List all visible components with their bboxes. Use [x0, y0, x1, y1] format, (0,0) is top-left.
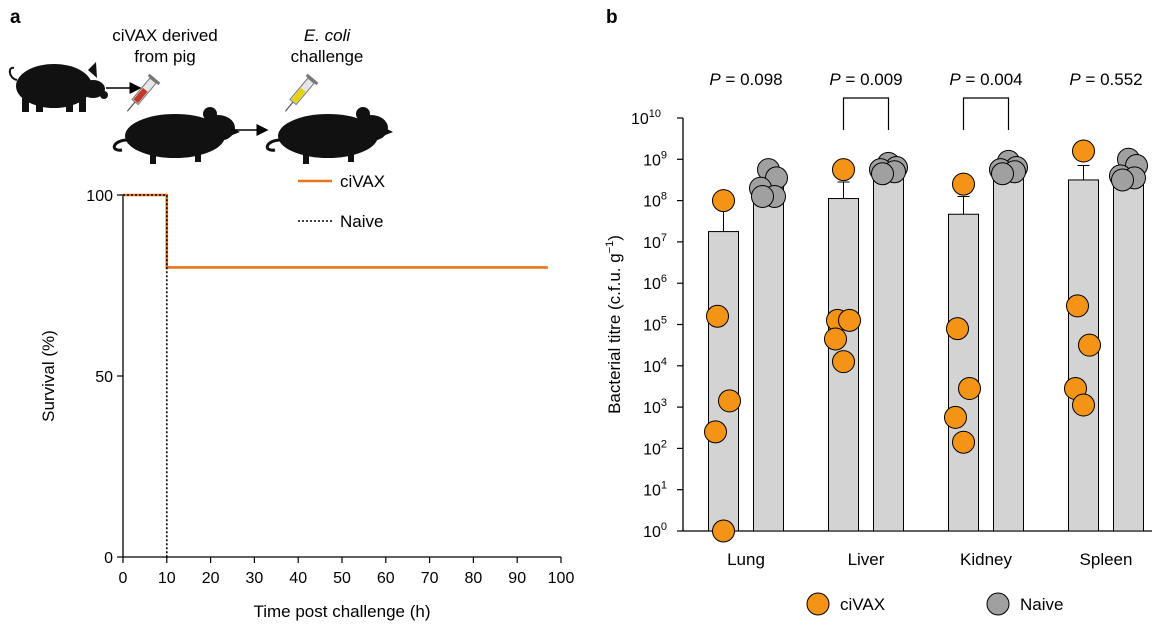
data-point-civax — [838, 308, 861, 332]
bar-civax — [708, 231, 739, 532]
schematic-step2-line2: challenge — [291, 47, 364, 66]
data-point-civax — [1078, 333, 1101, 357]
data-point-civax — [832, 158, 855, 182]
legend-label-naive: Naive — [1020, 595, 1063, 614]
x-tick-label: 60 — [377, 570, 395, 587]
y-tick-label: 104 — [643, 356, 667, 376]
y-tick-label: 109 — [643, 149, 667, 169]
x-axis-label: Time post challenge (h) — [253, 602, 430, 621]
y-tick-label: 105 — [643, 315, 667, 335]
data-point-civax — [958, 377, 981, 401]
y-tick-label: 108 — [643, 191, 667, 211]
y-tick-label: 107 — [643, 232, 667, 252]
mouse-icon — [265, 107, 393, 164]
bar-naive — [1113, 169, 1144, 532]
y-tick-label: 103 — [643, 397, 667, 417]
x-tick-label: 40 — [289, 570, 307, 587]
category-label: Spleen — [1080, 550, 1133, 569]
x-tick-label: 100 — [548, 570, 575, 587]
syringe-yellow-icon — [284, 73, 319, 112]
y-axis-label: Survival (%) — [39, 330, 58, 422]
significance-bracket — [962, 97, 1010, 130]
data-point-civax — [952, 172, 975, 196]
series-line-civax — [123, 193, 548, 269]
significance-bracket — [842, 97, 890, 130]
schematic-step1-line2: from pig — [134, 47, 195, 66]
schematic-step1-line1: ciVAX derived — [112, 26, 218, 45]
series-line-naive — [123, 194, 168, 557]
panel-a-letter: a — [10, 7, 21, 28]
data-point-civax — [712, 519, 735, 543]
y-tick-label: 50 — [95, 369, 113, 386]
x-tick-label: 30 — [246, 570, 264, 587]
data-point-civax — [704, 420, 727, 444]
x-tick-label: 20 — [202, 570, 220, 587]
panel-b-letter: b — [606, 7, 618, 28]
data-point-civax — [718, 389, 741, 413]
syringe-red-icon — [126, 73, 161, 112]
bar-naive — [873, 164, 904, 532]
y-tick-label: 1010 — [631, 108, 661, 128]
x-tick-label: 50 — [333, 570, 351, 587]
x-tick-label: 70 — [421, 570, 439, 587]
y-tick-label: 0 — [104, 550, 113, 567]
bar-civax — [948, 213, 979, 532]
data-point-naive — [991, 162, 1014, 186]
pvalue-label: P = 0.098 — [709, 70, 782, 89]
bar-naive — [993, 167, 1024, 532]
legend-swatch-civax — [806, 592, 830, 616]
legend-label-naive: Naive — [340, 212, 383, 231]
schematic-step2-line1: E. coli — [304, 26, 352, 45]
data-point-civax — [832, 350, 855, 374]
data-point-civax — [706, 304, 729, 328]
x-tick-label: 0 — [119, 570, 128, 587]
y-tick-label: 101 — [643, 480, 667, 500]
legend-label-civax: ciVAX — [840, 595, 885, 614]
y-axis-label: Bacterial titre (c.f.u. g−1) — [604, 235, 624, 414]
category-label: Lung — [727, 550, 765, 569]
data-point-civax — [944, 405, 967, 429]
data-point-civax — [1072, 139, 1095, 163]
data-point-civax — [824, 327, 847, 351]
x-tick-label: 90 — [508, 570, 526, 587]
data-point-civax — [952, 430, 975, 454]
pvalue-label: P = 0.009 — [829, 70, 902, 89]
data-point-naive — [1111, 168, 1134, 192]
pvalue-label: P = 0.552 — [1069, 70, 1142, 89]
x-tick-label: 10 — [158, 570, 176, 587]
pig-icon — [8, 62, 108, 112]
category-label: Liver — [848, 550, 885, 569]
data-point-civax — [712, 189, 735, 213]
bar-naive — [753, 179, 784, 532]
pvalue-label: P = 0.004 — [949, 70, 1022, 89]
mouse-icon — [112, 107, 240, 164]
data-point-civax — [946, 317, 969, 341]
legend-label-civax: ciVAX — [340, 172, 385, 191]
y-tick-label: 102 — [643, 438, 667, 458]
legend-swatch-naive — [986, 592, 1010, 616]
y-tick-label: 100 — [86, 188, 113, 205]
category-label: Kidney — [960, 550, 1012, 569]
data-point-civax — [1066, 294, 1089, 318]
x-tick-label: 80 — [465, 570, 483, 587]
titre-chart: 100 101 102 103 104 105 106 107 108 109 1010 Bacter… — [604, 70, 1152, 616]
data-point-naive — [871, 162, 894, 186]
data-point-naive — [751, 184, 774, 208]
survival-chart: 0 10 20 30 40 50 60 70 80 90 100 0 50 100 Time post ch… — [39, 172, 574, 621]
data-point-civax — [1072, 393, 1095, 417]
y-tick-label: 100 — [643, 521, 667, 541]
y-tick-label: 106 — [643, 273, 667, 293]
